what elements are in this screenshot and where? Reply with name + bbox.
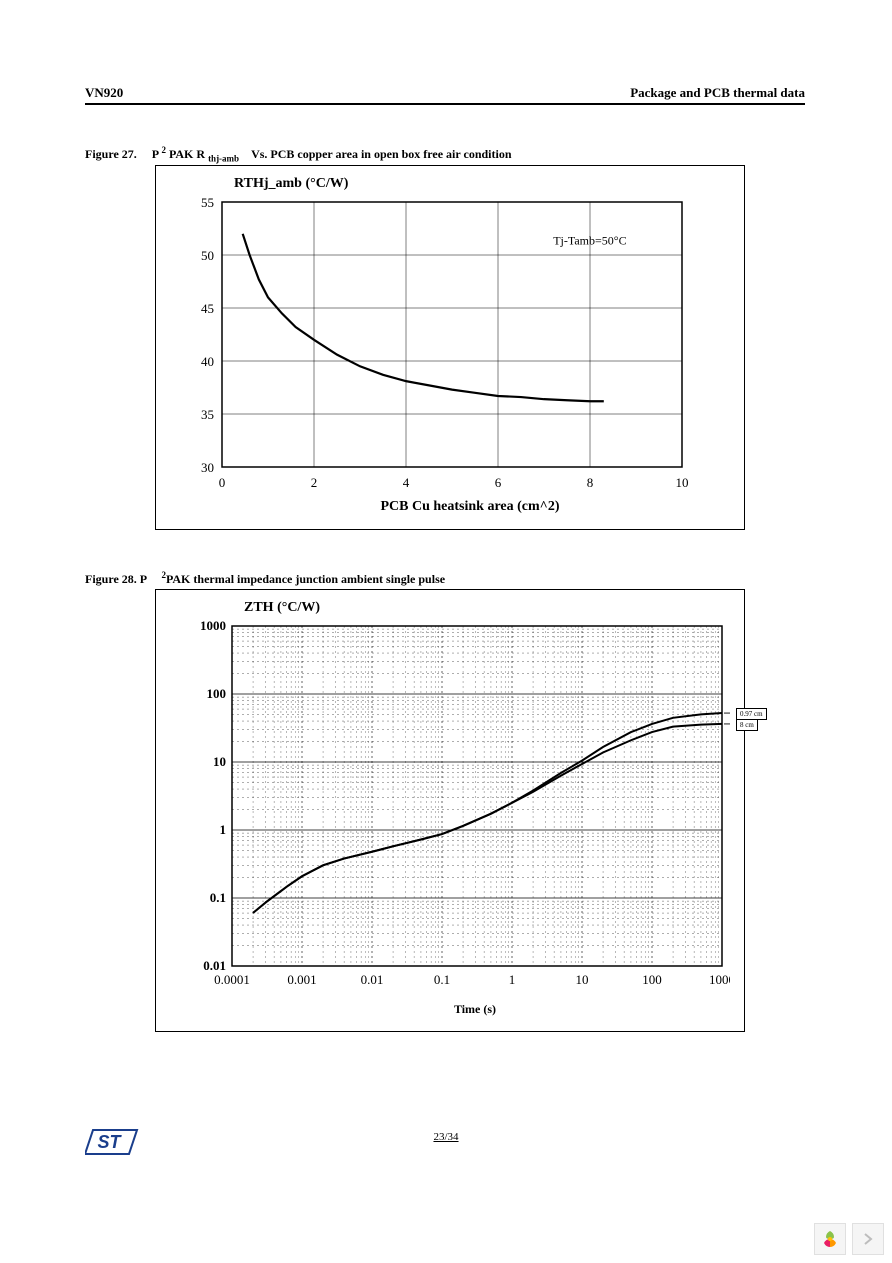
svg-text:4: 4 <box>403 475 410 490</box>
svg-text:6: 6 <box>495 475 502 490</box>
svg-text:ST: ST <box>97 1132 122 1152</box>
svg-text:2: 2 <box>311 475 318 490</box>
fig28-plot: 0.0001 0.001 0.01 0.1 1 10 100 1000 0.01 0.1 1 10 10… <box>174 620 730 998</box>
svg-text:0: 0 <box>219 475 226 490</box>
fig28-ylabel: ZTH (°C/W) <box>244 600 726 616</box>
fig28-legend-2: 8 cm <box>736 719 758 731</box>
svg-text:1: 1 <box>509 972 516 987</box>
svg-text:0.1: 0.1 <box>210 890 226 905</box>
fig27-frame: RTHj_amb (°C/W) 0 2 4 6 8 10 30 35 40 45 50 55 Tj-Ta… <box>155 165 745 530</box>
fig28-frame: ZTH (°C/W) 0.00010.0010.010.111010010000… <box>155 589 745 1032</box>
svg-text:0.01: 0.01 <box>361 972 384 987</box>
svg-text:0.1: 0.1 <box>434 972 450 987</box>
svg-text:8: 8 <box>587 475 594 490</box>
thumbnail-icon[interactable] <box>814 1223 846 1255</box>
svg-text:100: 100 <box>642 972 662 987</box>
svg-text:35: 35 <box>201 407 214 422</box>
thumbnail-nav <box>814 1223 884 1255</box>
st-logo: ST <box>85 1126 145 1158</box>
svg-text:1000: 1000 <box>709 972 730 987</box>
chevron-right-icon <box>863 1233 873 1245</box>
svg-text:10: 10 <box>213 754 226 769</box>
svg-text:10: 10 <box>576 972 589 987</box>
fig27-caption: Figure 27. P 2 PAK R thj-amb Vs. PCB cop… <box>85 145 805 163</box>
svg-text:0.0001: 0.0001 <box>214 972 250 987</box>
svg-text:30: 30 <box>201 460 214 475</box>
svg-text:50: 50 <box>201 248 214 263</box>
fig28-caption: Figure 28. P 2PAK thermal impedance junc… <box>85 570 805 587</box>
next-page-button[interactable] <box>852 1223 884 1255</box>
svg-text:1000: 1000 <box>200 620 226 633</box>
svg-text:55: 55 <box>201 196 214 210</box>
svg-text:10: 10 <box>676 475 689 490</box>
header-right: Package and PCB thermal data <box>630 85 805 101</box>
svg-text:100: 100 <box>207 686 227 701</box>
svg-text:0.001: 0.001 <box>287 972 316 987</box>
svg-text:45: 45 <box>201 301 214 316</box>
fig28-xlabel: Time (s) <box>224 1002 726 1017</box>
svg-text:Tj-Tamb=50°C: Tj-Tamb=50°C <box>553 234 626 248</box>
svg-text:40: 40 <box>201 354 214 369</box>
fig27-ylabel: RTHj_amb (°C/W) <box>234 176 726 192</box>
header-left: VN920 <box>85 85 123 101</box>
fig27-plot: 0 2 4 6 8 10 30 35 40 45 50 55 Tj-Tamb=50°C <box>174 196 690 495</box>
svg-text:1: 1 <box>220 822 227 837</box>
svg-text:0.01: 0.01 <box>203 958 226 973</box>
fig27-xlabel: PCB Cu heatsink area (cm^2) <box>214 499 726 515</box>
page-header: VN920 Package and PCB thermal data <box>85 85 805 105</box>
